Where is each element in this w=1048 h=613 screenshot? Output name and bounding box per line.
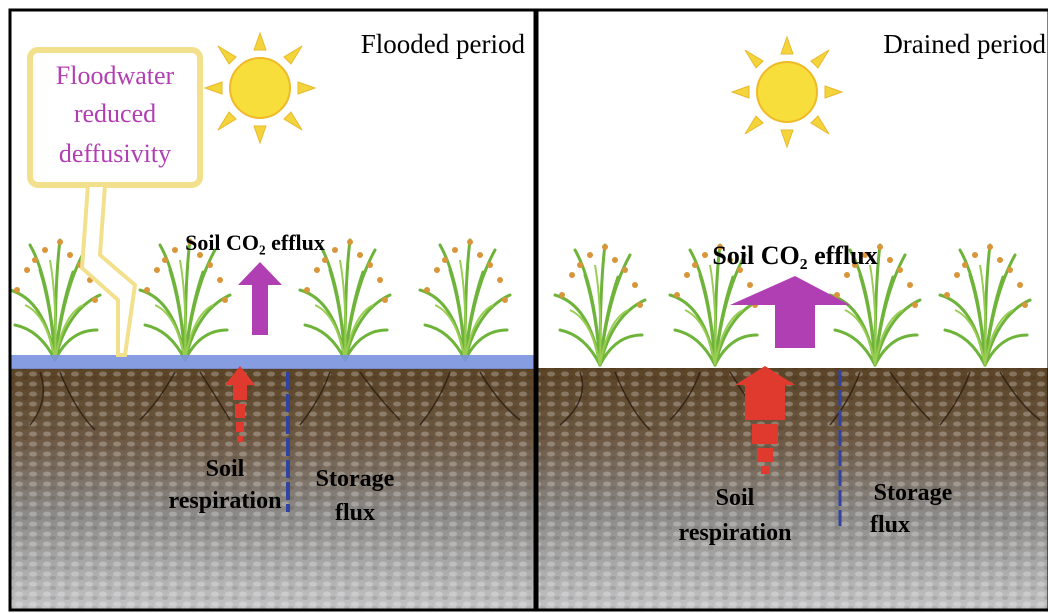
efflux-label: Soil CO₂ efflux [185,230,325,255]
callout-box [27,47,203,188]
drained-panel: Drained period Soil CO₂ efflux Soil resp… [538,29,1048,611]
flooded-panel: Floodwater reduced deffusivity Flooded p… [8,29,535,611]
efflux-label: Soil CO₂ efflux [712,241,877,270]
respiration-label: respiration [679,520,792,546]
storage-label: flux [870,512,910,538]
panel-title: Drained period [883,29,1046,59]
lightning [79,183,138,357]
efflux-arrow [730,276,850,348]
callout-line: Floodwater [56,61,175,90]
callout-line: deffusivity [59,139,171,168]
callout-line: reduced [74,99,156,128]
storage-label: Storage [316,466,395,492]
efflux-arrow [238,262,282,335]
respiration-label: Soil [716,485,755,511]
respiration-arrow [735,366,795,420]
panel-title: Flooded period [361,29,526,59]
floodwater [10,355,535,369]
respiration-label: respiration [169,488,282,514]
respiration-arrow [225,366,255,400]
storage-label: flux [335,500,375,526]
respiration-label: Soil [206,456,245,482]
panel-border [8,8,537,612]
storage-label: Storage [874,480,953,506]
panel-border [535,8,1048,612]
